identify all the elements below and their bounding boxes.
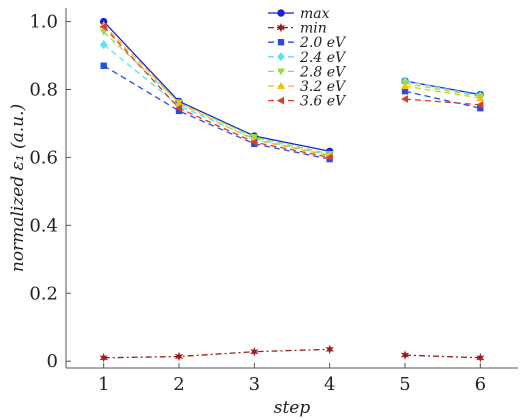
series-min [99,344,485,363]
series-line [404,85,481,99]
series-2-4-ev [99,40,485,160]
legend-label: max [300,6,330,22]
legend-marker [276,22,286,33]
legend-item: max [268,6,330,22]
y-tick-label: 0.6 [29,147,58,168]
x-tick-label: 2 [173,374,184,395]
data-point [174,104,182,113]
legend-item: 2.0 eV [268,35,347,51]
y-tick-label: 0.4 [29,215,58,236]
y-tick-label: 0 [47,351,58,372]
x-tick-label: 4 [324,374,335,395]
data-point [400,95,409,103]
data-point [401,82,409,90]
series-line [404,98,481,106]
series-line [404,90,481,109]
legend-item: 2.4 eV [268,50,347,66]
legend-marker [277,52,285,62]
legend-marker [277,39,285,46]
series-line [103,21,330,152]
y-tick-label: 1.0 [29,12,58,33]
series-layer [99,17,485,363]
y-tick-label: 0.8 [29,80,58,101]
legend-item: 2.8 eV [268,64,347,80]
x-tick-label: 3 [249,374,260,395]
legend-label: 3.2 eV [300,79,347,95]
series-line [103,31,330,155]
data-point [99,40,108,50]
data-point [250,346,259,357]
series-line [103,65,330,160]
legend-label: 2.0 eV [299,35,347,51]
data-point [400,350,410,360]
legend-label: 3.6 eV [300,94,347,110]
y-tick-label: 0.2 [29,283,58,304]
series-line [404,82,481,97]
y-axis-label: normalized ε₁ (a.u.) [8,104,28,272]
legend-item: 3.6 eV [268,94,347,110]
legend-marker [277,68,285,76]
data-point [325,153,333,162]
x-tick-label: 6 [475,374,486,395]
legend-item: min [268,21,327,37]
axes: 0 0.2 0.4 0.6 0.8 1.0 1 2 3 4 5 6 [29,8,518,395]
data-point [325,344,334,355]
series-line [404,80,481,97]
x-axis-label: step [274,398,311,418]
series-3-6-ev [99,22,484,162]
data-point [174,351,184,362]
data-point [99,28,108,36]
legend-label: 2.8 eV [299,64,347,80]
series-2-8-ev [99,28,485,159]
series-line [103,348,330,359]
legend-item: 3.2 eV [268,79,347,95]
x-tick-label: 1 [98,374,109,395]
series-line [103,44,330,156]
series-line [404,354,481,359]
data-point [476,93,485,101]
x-tick-label: 5 [399,374,410,395]
series-line [103,26,330,159]
data-point [99,22,107,31]
data-point [175,99,183,107]
data-point [476,100,484,109]
legend-label: min [300,21,327,37]
legend-label: 2.4 eV [299,50,347,66]
data-point [100,62,107,69]
legend-marker [276,96,285,105]
data-point [250,138,258,147]
series-line [103,24,330,157]
legend-marker [277,9,285,17]
data-point [99,353,108,363]
legend-marker [277,81,285,89]
data-point [401,88,409,95]
data-point [476,353,485,363]
